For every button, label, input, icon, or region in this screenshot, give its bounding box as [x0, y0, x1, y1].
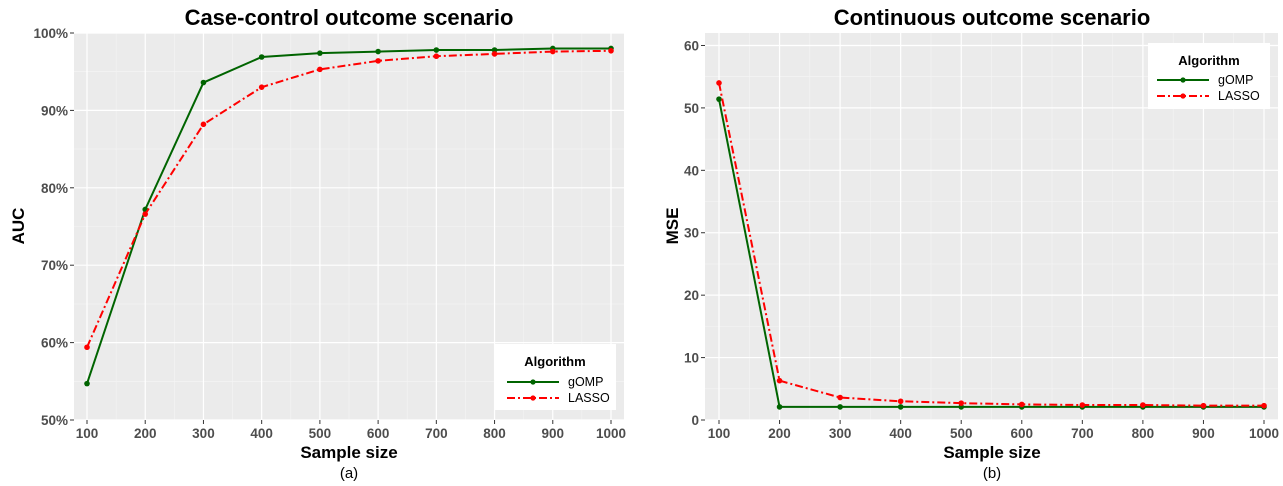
- chart-a-gridlines: [74, 32, 624, 421]
- chart-a-series: [84, 45, 614, 387]
- chart-b-legend-gomp-label: gOMP: [1218, 73, 1253, 87]
- data-point-gomp: [837, 404, 843, 410]
- x-tick-label: 900: [1192, 426, 1215, 441]
- chart-b-title: Continuous outcome scenario: [834, 5, 1151, 30]
- data-point-gomp: [375, 48, 381, 55]
- series-line-lasso: [86, 49, 612, 348]
- chart-a: Case-control outcome scenario 50% 60% 70% 8…: [9, 5, 626, 482]
- chart-a-legend: Algorithm gOMP LASSO: [494, 344, 616, 410]
- chart-a-x-ticks: 100 200 300 400 500 600 700 800 900 1000: [76, 420, 626, 441]
- x-tick-label: 200: [768, 426, 791, 441]
- chart-b-caption: (b): [983, 465, 1001, 482]
- x-tick-label: 400: [889, 426, 912, 441]
- data-point-gomp: [716, 96, 722, 102]
- x-tick-label: 100: [76, 426, 99, 441]
- y-tick-label: 40: [684, 163, 699, 178]
- data-point-lasso: [776, 377, 783, 384]
- y-tick-label: 0: [691, 413, 699, 428]
- chart-a-x-axis-title: Sample size: [300, 443, 397, 462]
- data-point-lasso: [837, 394, 843, 401]
- x-tick-label: 1000: [1249, 426, 1279, 441]
- data-point-lasso: [317, 66, 323, 73]
- y-tick-label: 70%: [41, 258, 68, 273]
- x-tick-label: 400: [250, 426, 273, 441]
- chart-b-legend-box: [1148, 43, 1270, 109]
- x-tick-label: 700: [1071, 426, 1094, 441]
- data-point-gomp: [776, 404, 783, 410]
- chart-b-x-axis-title: Sample size: [943, 443, 1040, 462]
- x-tick-label: 600: [367, 426, 390, 441]
- data-point-gomp: [433, 47, 440, 53]
- data-point-lasso: [258, 84, 265, 90]
- data-point-lasso: [1079, 402, 1086, 408]
- data-point-lasso: [897, 398, 904, 405]
- chart-b-legend-title: Algorithm: [1178, 53, 1239, 68]
- data-point-gomp: [84, 380, 90, 387]
- y-tick-label: 30: [684, 226, 699, 241]
- data-point-lasso: [608, 48, 614, 54]
- x-tick-label: 500: [950, 426, 973, 441]
- data-point-lasso: [1200, 402, 1207, 409]
- chart-a-caption: (a): [340, 465, 358, 482]
- data-point-gomp: [491, 47, 498, 53]
- chart-b-y-ticks: 0 10 20 30 40 50 60: [684, 38, 705, 428]
- chart-a-legend-lasso-label: LASSO: [568, 391, 610, 405]
- y-tick-label: 90%: [41, 103, 68, 118]
- series-line-gomp: [86, 47, 611, 384]
- data-point-gomp: [897, 404, 904, 410]
- y-tick-label: 80%: [41, 181, 68, 196]
- chart-b-series: [716, 80, 1267, 410]
- data-point-lasso: [1140, 402, 1146, 408]
- x-tick-label: 300: [829, 426, 852, 441]
- data-point-gomp: [317, 50, 323, 56]
- chart-b-x-ticks: 100 200 300 400 500 600 700 800 900 1000: [708, 420, 1279, 441]
- data-point-lasso: [958, 400, 965, 406]
- chart-a-legend-title: Algorithm: [524, 354, 585, 369]
- x-tick-label: 600: [1011, 426, 1034, 441]
- y-tick-label: 60: [684, 38, 699, 53]
- data-point-gomp: [200, 79, 207, 86]
- chart-b-legend-gomp-marker: [1180, 77, 1186, 83]
- x-tick-label: 500: [309, 426, 332, 441]
- y-tick-label: 50: [684, 101, 699, 116]
- chart-a-y-ticks: 50% 60% 70% 80% 90% 100%: [33, 26, 74, 428]
- chart-b-legend-lasso-label: LASSO: [1218, 89, 1260, 103]
- x-tick-label: 1000: [596, 426, 626, 441]
- x-tick-label: 900: [542, 426, 565, 441]
- data-point-lasso: [375, 58, 381, 64]
- data-point-lasso: [549, 48, 556, 55]
- series-line-lasso: [718, 82, 1264, 407]
- x-tick-label: 800: [1132, 426, 1155, 441]
- chart-a-legend-gomp-marker: [530, 379, 536, 385]
- x-tick-label: 100: [708, 426, 731, 441]
- chart-a-legend-gomp-label: gOMP: [568, 375, 603, 389]
- chart-b-y-axis-title: MSE: [663, 208, 682, 245]
- data-point-gomp: [258, 54, 265, 60]
- data-point-lasso: [84, 344, 90, 351]
- data-point-lasso: [491, 51, 498, 57]
- x-tick-label: 300: [192, 426, 215, 441]
- y-tick-label: 100%: [33, 26, 68, 41]
- chart-a-y-axis-title: AUC: [9, 208, 28, 245]
- x-tick-label: 800: [483, 426, 506, 441]
- data-point-lasso: [1261, 402, 1267, 409]
- x-tick-label: 700: [425, 426, 448, 441]
- y-tick-label: 10: [684, 351, 699, 366]
- data-point-lasso: [716, 80, 722, 86]
- data-point-lasso: [433, 53, 440, 60]
- data-point-lasso: [200, 121, 207, 128]
- chart-b-legend: Algorithm gOMP LASSO: [1148, 43, 1270, 109]
- chart-a-legend-lasso-marker: [530, 395, 536, 401]
- data-point-lasso: [1018, 401, 1025, 408]
- y-tick-label: 50%: [41, 413, 68, 428]
- chart-b-legend-lasso-marker: [1180, 93, 1186, 99]
- x-tick-label: 200: [134, 426, 157, 441]
- y-tick-label: 20: [684, 288, 699, 303]
- y-tick-label: 60%: [41, 336, 68, 351]
- chart-b: Continuous outcome scenario 0 10 20 30 40 50 6…: [663, 5, 1279, 482]
- data-point-lasso: [142, 211, 149, 217]
- series-line-gomp: [718, 98, 1264, 408]
- chart-a-title: Case-control outcome scenario: [185, 5, 514, 30]
